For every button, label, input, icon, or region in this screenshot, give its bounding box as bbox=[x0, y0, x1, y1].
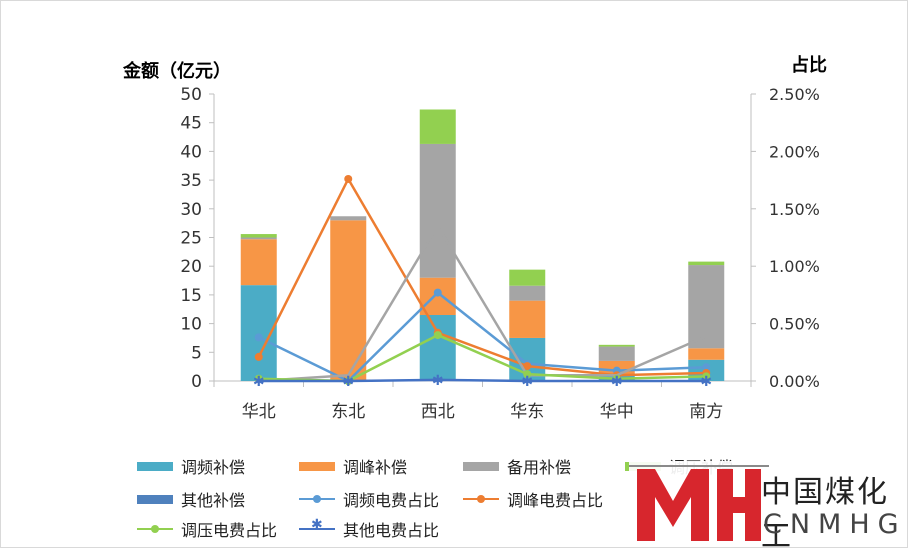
series-point bbox=[702, 363, 711, 372]
bar-segment bbox=[509, 285, 546, 301]
series-line bbox=[258, 378, 707, 383]
series-point bbox=[523, 370, 532, 379]
bar-segment bbox=[598, 344, 635, 347]
legend-item-tiaopin: 调频补偿 bbox=[137, 454, 245, 478]
legend-line-marker bbox=[463, 493, 499, 505]
series-point bbox=[433, 331, 442, 340]
legend-label: 调峰电费占比 bbox=[507, 491, 604, 510]
series-line bbox=[258, 291, 707, 383]
bar-segment bbox=[598, 346, 635, 361]
left-axis-title: 金额（亿元） bbox=[123, 61, 231, 82]
watermark-logo bbox=[629, 461, 907, 547]
bar-segment bbox=[240, 237, 277, 240]
series-point: ✱ bbox=[342, 374, 354, 390]
legend-swatch bbox=[137, 494, 173, 504]
series-point bbox=[344, 174, 353, 183]
series-point bbox=[523, 362, 532, 371]
series-point: ✱ bbox=[521, 374, 533, 390]
legend-line-marker bbox=[299, 493, 335, 505]
left-axis-tick-label: 45 bbox=[180, 114, 202, 134]
bar-segment bbox=[509, 300, 546, 338]
x-axis-category-label: 华中 bbox=[600, 402, 634, 422]
legend-item-tiaopin-ratio: 调频电费占比 bbox=[299, 487, 439, 511]
series-line bbox=[258, 224, 707, 383]
left-axis-tick-label: 20 bbox=[180, 257, 202, 277]
series-point: ✱ bbox=[432, 373, 444, 389]
legend-label: 调频电费占比 bbox=[343, 491, 440, 510]
left-axis-tick-label: 35 bbox=[180, 171, 202, 191]
left-axis-tick-label: 25 bbox=[180, 229, 202, 249]
watermark-text-cn: 中国煤化工 bbox=[761, 475, 889, 554]
legend-item-beiyong: 备用补偿 bbox=[463, 454, 571, 478]
left-axis-tick-label: 15 bbox=[180, 286, 202, 306]
left-axis-tick-label: 40 bbox=[180, 142, 202, 162]
series-point bbox=[702, 372, 711, 381]
bar-segment bbox=[688, 261, 725, 266]
watermark-text-en: CNMHG bbox=[763, 509, 907, 540]
right-axis-title: 占比 bbox=[791, 55, 827, 76]
x-axis-category-label: 华北 bbox=[242, 402, 276, 422]
right-axis-tick-label: 1.00% bbox=[769, 257, 820, 276]
series-point: ✱ bbox=[700, 374, 712, 390]
bar-segment bbox=[509, 269, 546, 286]
left-axis-tick-label: 10 bbox=[180, 315, 202, 335]
legend-line-marker: ✱ bbox=[299, 518, 335, 535]
right-axis-tick-label: 0.50% bbox=[769, 315, 820, 334]
legend-label: 调压电费占比 bbox=[181, 521, 278, 540]
left-axis-tick-label: 30 bbox=[180, 200, 202, 220]
x-axis-category-label: 华东 bbox=[510, 402, 544, 422]
right-axis-tick-label: 0.00% bbox=[769, 372, 820, 391]
bar-segment bbox=[330, 220, 367, 381]
legend-label: 其他补偿 bbox=[181, 491, 246, 510]
left-axis-tick-label: 5 bbox=[191, 343, 202, 363]
legend-item-tiaoya-ratio: 调压电费占比 bbox=[137, 517, 277, 541]
legend-label: 调峰补偿 bbox=[343, 458, 408, 477]
legend-label: 其他电费占比 bbox=[343, 521, 440, 540]
legend-swatch bbox=[299, 461, 335, 471]
legend-swatch bbox=[137, 461, 173, 471]
legend-label: 备用补偿 bbox=[507, 458, 572, 477]
legend-item-qita-ratio: ✱ 其他电费占比 bbox=[299, 517, 439, 541]
bar-segment bbox=[240, 234, 277, 238]
series-point bbox=[254, 333, 263, 342]
legend-line-marker bbox=[137, 523, 173, 535]
bar-segment bbox=[419, 109, 456, 144]
x-axis-category-label: 东北 bbox=[331, 402, 365, 422]
bar-segment bbox=[330, 216, 367, 221]
right-axis-tick-label: 1.50% bbox=[769, 200, 820, 219]
legend-item-tiaofeng-ratio: 调峰电费占比 bbox=[463, 487, 603, 511]
series-point bbox=[433, 288, 442, 297]
legend-item-qita: 其他补偿 bbox=[137, 487, 245, 511]
legend-swatch bbox=[463, 461, 499, 471]
bar-segment bbox=[688, 265, 725, 349]
left-axis-tick-label: 50 bbox=[180, 85, 202, 105]
bar-segment bbox=[240, 239, 277, 286]
legend-label: 调频补偿 bbox=[181, 458, 246, 477]
x-axis-category-label: 南方 bbox=[689, 402, 723, 422]
bar-segment bbox=[419, 143, 456, 278]
series-point: ✱ bbox=[611, 374, 623, 390]
watermark-logo-mark bbox=[629, 465, 769, 541]
right-axis-tick-label: 2.00% bbox=[769, 142, 820, 161]
series-point: ✱ bbox=[253, 374, 265, 390]
bar-segment bbox=[688, 348, 725, 360]
left-axis-tick-label: 0 bbox=[191, 372, 202, 392]
right-axis-tick-label: 2.50% bbox=[769, 85, 820, 104]
legend-item-tiaofeng: 调峰补偿 bbox=[299, 454, 407, 478]
x-axis-category-label: 西北 bbox=[421, 402, 455, 422]
series-point bbox=[254, 352, 263, 361]
series-line bbox=[257, 177, 707, 377]
bar-segment bbox=[419, 314, 456, 381]
